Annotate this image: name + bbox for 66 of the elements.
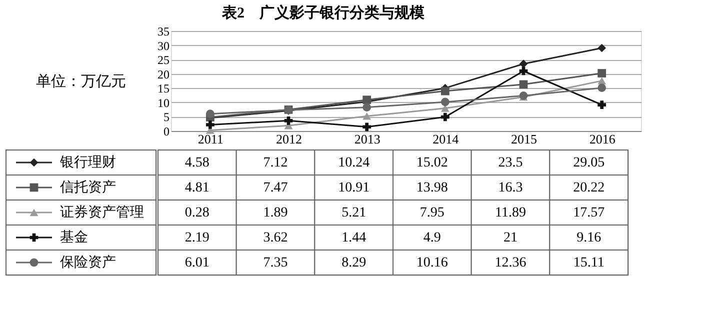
data-label: 20.22: [573, 180, 605, 196]
x-tick-label: 2014: [432, 132, 460, 146]
point: [598, 44, 606, 52]
y-tick-label: 35: [158, 24, 170, 38]
data-label: 4.9: [423, 230, 441, 246]
legend-label: 信托资产: [60, 180, 116, 196]
data-label: 10.24: [338, 156, 370, 170]
data-label: 11.89: [495, 206, 526, 220]
y-tick-label: 30: [158, 38, 170, 53]
point: [598, 100, 606, 110]
data-label: 7.12: [263, 156, 288, 170]
legend-label: 证券资产管理: [60, 204, 144, 220]
point: [206, 120, 214, 129]
data-label: 16.3: [498, 180, 523, 196]
data-label: 21: [504, 230, 518, 246]
data-label: 17.57: [573, 206, 605, 220]
chart-title: 表2 广义影子银行分类与规模: [221, 4, 426, 22]
point: [440, 98, 450, 106]
data-label: 7.35: [263, 256, 288, 270]
legend-label: 保险资产: [60, 254, 116, 270]
data-label: 1.89: [263, 206, 288, 220]
point: [598, 84, 606, 92]
data-label: 7.95: [420, 206, 444, 220]
x-tick-label: 2011: [198, 132, 224, 146]
data-label: 15.02: [416, 156, 448, 170]
data-label: 13.98: [416, 180, 448, 196]
data-label: 8.29: [342, 256, 366, 270]
data-label: 10.16: [416, 256, 448, 270]
text: 单位：万亿元: [36, 73, 126, 90]
point: [440, 112, 450, 122]
point: [519, 80, 528, 89]
point: [440, 86, 450, 96]
data-label: 23.5: [498, 156, 523, 170]
data-label: 7.47: [263, 180, 288, 196]
y-tick-label: 15: [158, 82, 170, 96]
data-label: 3.62: [263, 230, 288, 246]
y-tick-label: 25: [158, 53, 170, 68]
data-label: 9.16: [576, 230, 602, 246]
data-label: 12.36: [494, 256, 526, 270]
point: [362, 103, 372, 112]
data-label: 15.11: [573, 256, 604, 270]
point: [598, 77, 606, 84]
y-tick-label: 0: [164, 124, 170, 138]
point: [362, 112, 372, 120]
data-label: 1.44: [342, 230, 366, 246]
data-label: 5.21: [342, 206, 366, 220]
y-tick-label: 10: [158, 96, 170, 110]
point: [206, 110, 214, 118]
data-label: 0.28: [184, 206, 210, 220]
point: [362, 122, 372, 132]
y-tick-label: 5: [164, 110, 170, 124]
data-label: 10.91: [338, 180, 370, 196]
point: [598, 69, 606, 78]
legend-label: 银行理财: [59, 154, 116, 170]
data-label: 4.81: [184, 180, 210, 196]
y-tick-label: 20: [158, 67, 170, 82]
x-tick-label: 2016: [589, 132, 616, 146]
point: [284, 116, 293, 125]
data-label: 2.19: [184, 230, 210, 246]
data-label: 6.01: [184, 256, 210, 270]
x-tick-label: 2012: [276, 132, 302, 146]
data-label: 29.05: [573, 156, 605, 170]
legend-label: 基金: [60, 230, 88, 246]
x-tick-label: 2013: [354, 132, 380, 146]
x-tick-label: 2015: [511, 132, 537, 146]
data-label: 4.58: [184, 156, 210, 170]
